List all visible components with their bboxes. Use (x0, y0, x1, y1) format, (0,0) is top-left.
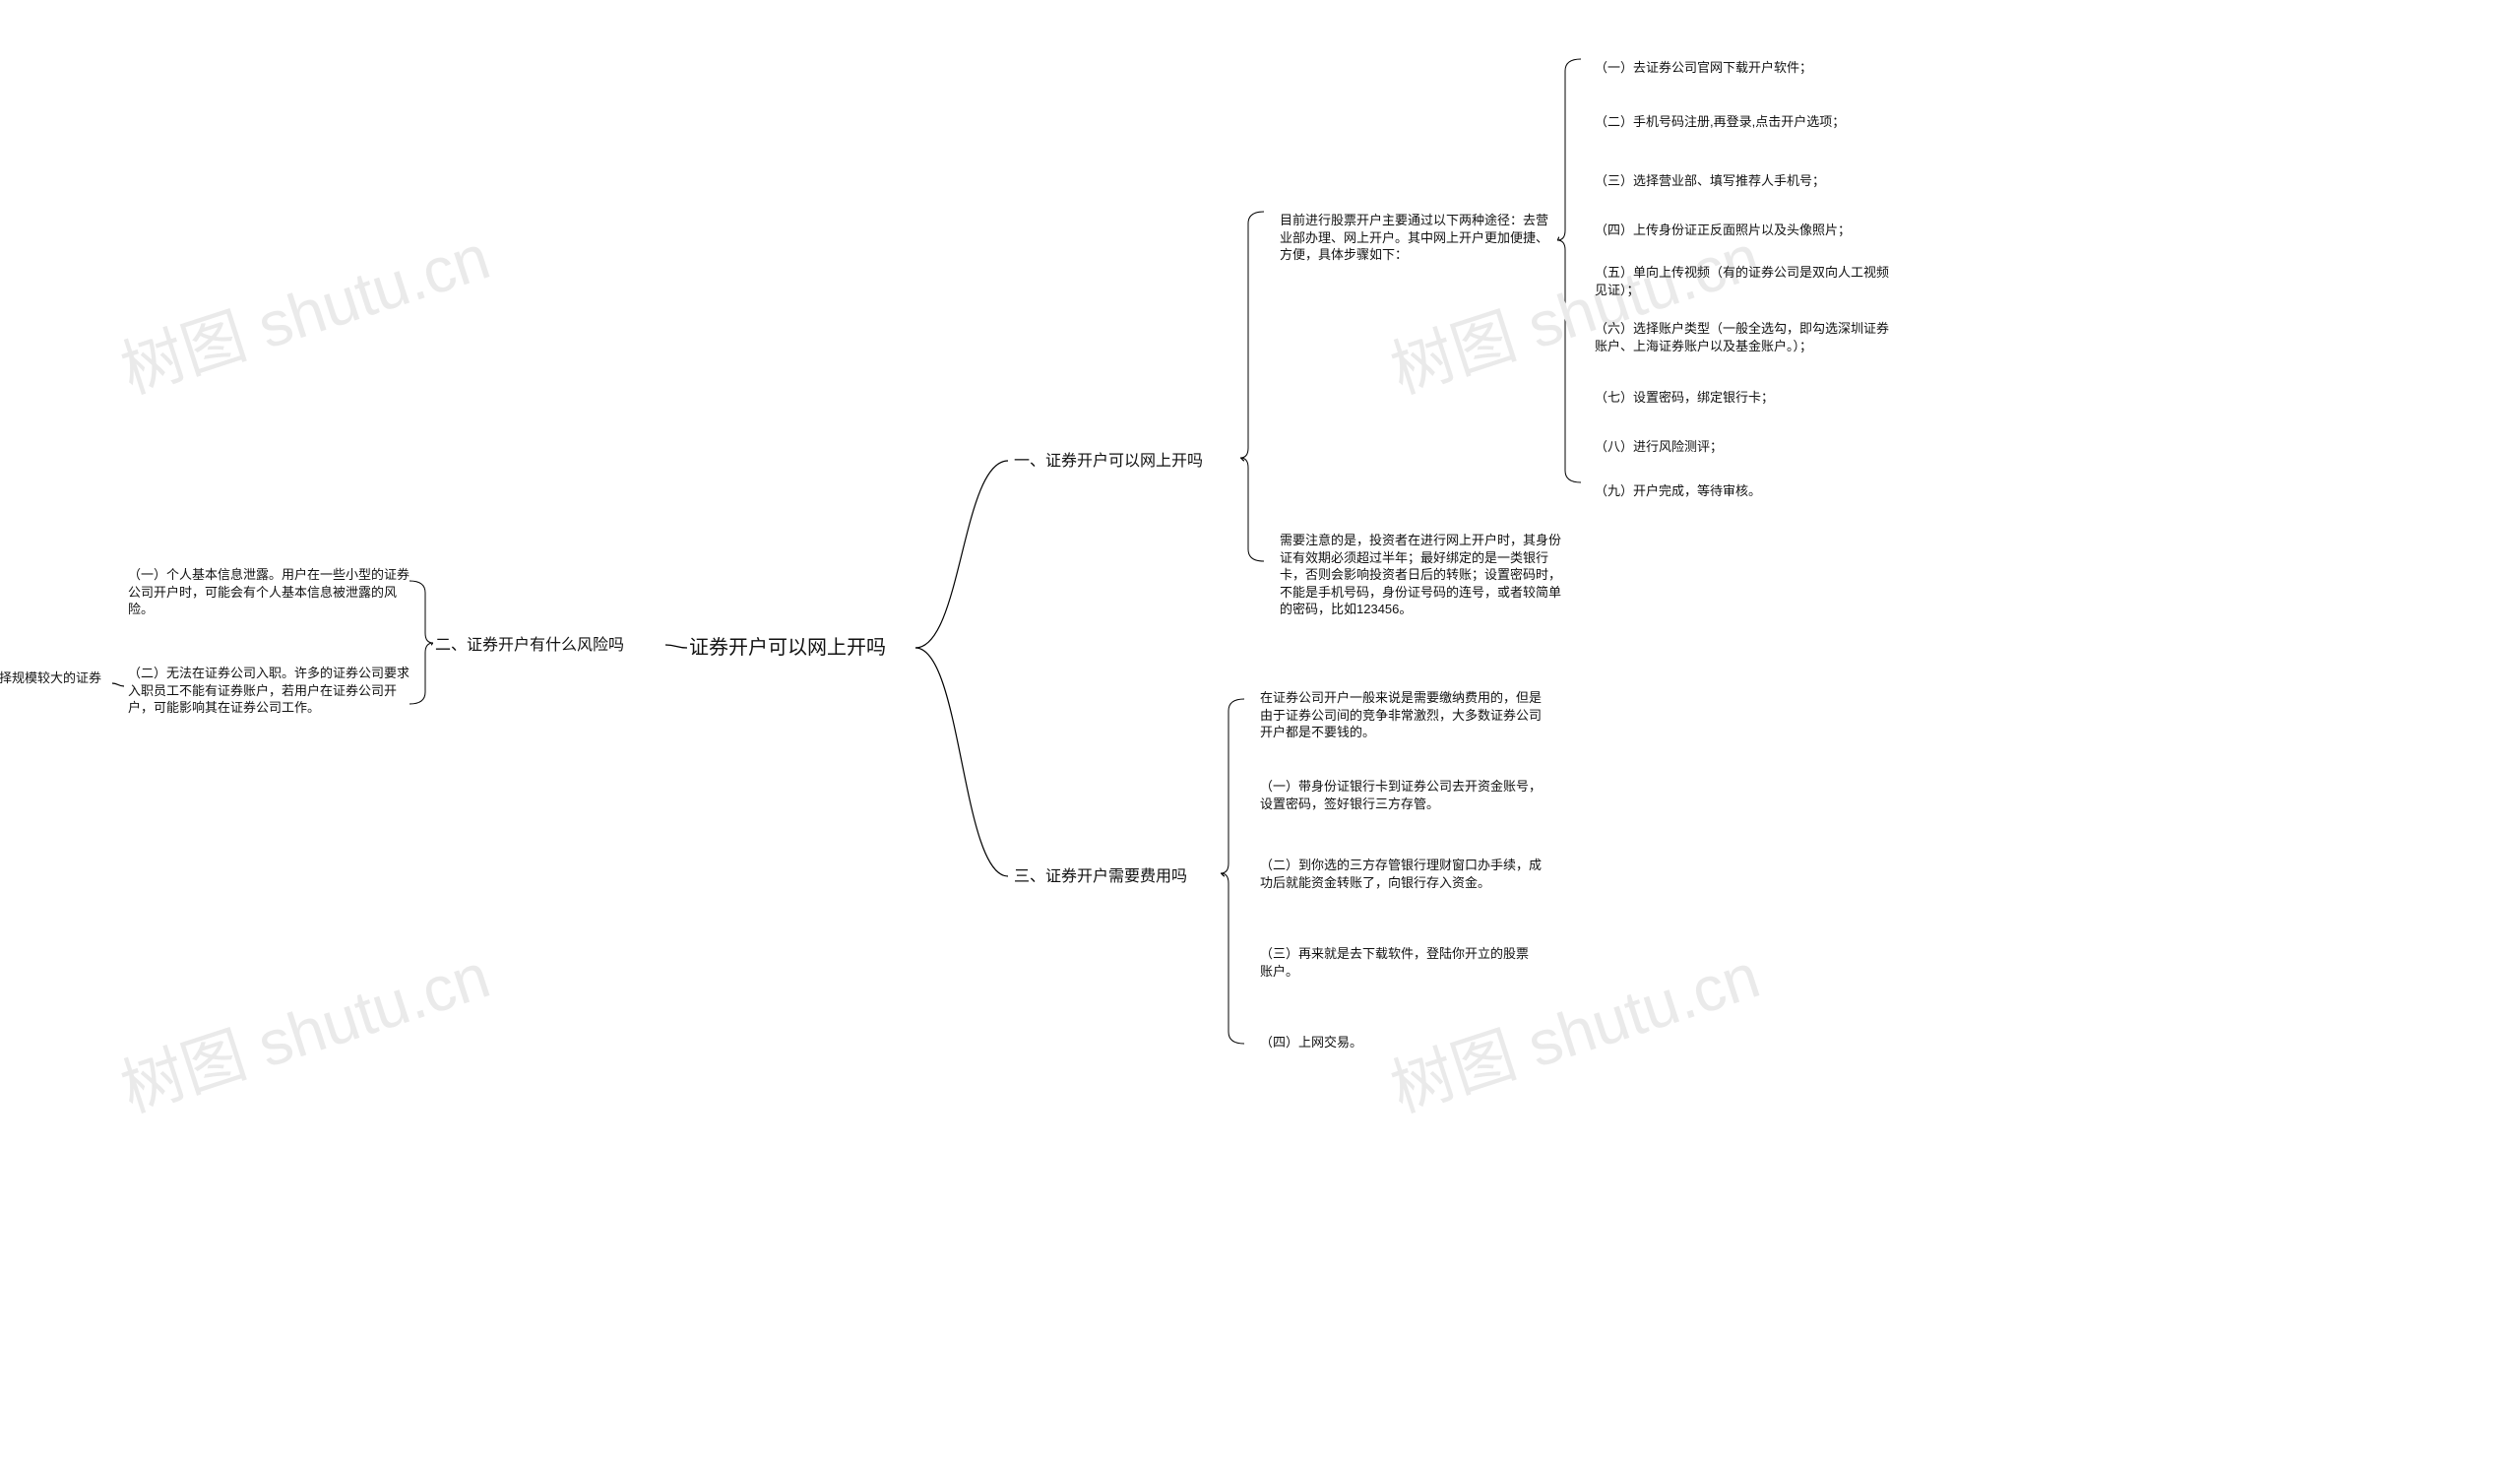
leaf-node: （一）带身份证银行卡到证券公司去开资金账号，设置密码，签好银行三方存管。 (1260, 778, 1545, 812)
leaf-node: 需要注意的是，投资者在进行网上开户时，其身份证有效期必须超过半年；最好绑定的是一… (1280, 532, 1565, 618)
leaf-node: （二）手机号码注册,再登录,点击开户选项； (1595, 113, 1870, 131)
watermark: 树图 shutu.cn (108, 925, 499, 1129)
branch-node: 二、证券开户有什么风险吗 (435, 635, 662, 657)
leaf-node: 因此，用户在开户时需尽量选择规模较大的证券公司。 (0, 669, 108, 704)
leaf-node: （四）上网交易。 (1260, 1034, 1457, 1051)
leaf-node: （五）单向上传视频（有的证券公司是双向人工视频见证）； (1595, 264, 1890, 298)
leaf-node: （八）进行风险测评； (1595, 438, 1792, 456)
branch-node: 三、证券开户需要费用吗 (1014, 866, 1221, 888)
leaf-node: （一）去证券公司官网下载开户软件； (1595, 59, 1851, 77)
root-node: 证券开户可以网上开吗 (689, 635, 915, 662)
leaf-node: 在证券公司开户一般来说是需要缴纳费用的，但是由于证券公司间的竞争非常激烈，大多数… (1260, 689, 1545, 741)
leaf-node: （九）开户完成，等待审核。 (1595, 482, 1811, 500)
watermark: 树图 shutu.cn (108, 207, 499, 411)
leaf-node: （三）选择营业部、填写推荐人手机号； (1595, 172, 1860, 190)
mindmap-canvas: 树图 shutu.cn树图 shutu.cn树图 shutu.cn树图 shut… (0, 0, 2520, 1465)
leaf-node: （四）上传身份证正反面照片以及头像照片； (1595, 222, 1880, 239)
leaf-node: 目前进行股票开户主要通过以下两种途径：去营业部办理、网上开户。其中网上开户更加便… (1280, 212, 1555, 264)
leaf-node: （六）选择账户类型（一般全选勾，即勾选深圳证券账户、上海证券账户以及基金账户。）… (1595, 320, 1890, 354)
leaf-node: （一）个人基本信息泄露。用户在一些小型的证券公司开户时，可能会有个人基本信息被泄… (128, 566, 413, 618)
leaf-node: （七）设置密码，绑定银行卡； (1595, 389, 1821, 407)
leaf-node: （二）到你选的三方存管银行理财窗口办手续，成功后就能资金转账了，向银行存入资金。 (1260, 857, 1545, 891)
leaf-node: （二）无法在证券公司入职。许多的证券公司要求入职员工不能有证券账户，若用户在证券… (128, 665, 413, 717)
leaf-node: （三）再来就是去下载软件，登陆你开立的股票账户。 (1260, 945, 1536, 980)
branch-node: 一、证券开户可以网上开吗 (1014, 451, 1240, 473)
